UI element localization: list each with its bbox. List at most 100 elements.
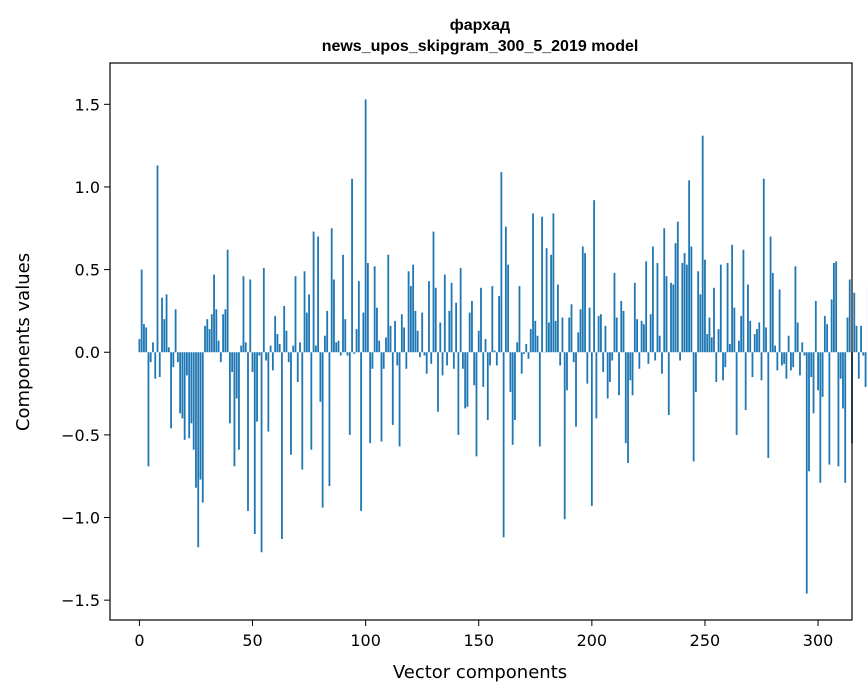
x-axis-label: Vector components: [393, 662, 567, 683]
bar-component-178: [541, 216, 543, 353]
bar-component-38: [224, 309, 227, 353]
bar-component-131: [434, 287, 437, 353]
x-tick-label: 300: [803, 631, 834, 650]
bar-component-125: [421, 312, 424, 353]
bar-component-135: [443, 274, 446, 353]
bar-component-276: [762, 178, 765, 353]
bar-component-227: [652, 246, 654, 353]
bar-component-130: [432, 231, 435, 353]
bar-component-30: [206, 319, 209, 353]
bar-component-263: [733, 307, 736, 353]
bar-component-64: [283, 305, 286, 353]
bar-component-148: [473, 352, 476, 386]
bar-component-190: [568, 317, 571, 353]
bar-component-206: [604, 325, 607, 353]
bar-component-36: [219, 352, 222, 363]
bar-component-222: [640, 320, 643, 353]
bar-component-20: [183, 352, 186, 440]
bar-component-97: [357, 281, 360, 353]
bar-component-305: [828, 352, 831, 465]
bar-component-159: [498, 296, 500, 353]
bar-component-284: [780, 352, 783, 366]
bar-component-176: [536, 335, 539, 353]
bar-component-106: [378, 340, 381, 353]
bar-component-186: [559, 352, 562, 366]
bar-component-261: [728, 343, 731, 353]
bar-component-46: [242, 276, 245, 353]
bar-component-185: [557, 284, 559, 353]
bar-component-124: [419, 352, 421, 358]
bar-component-58: [269, 345, 272, 353]
bar-component-21: [186, 352, 188, 376]
y-tick-label: 1.0: [75, 178, 100, 197]
bar-component-188: [563, 352, 566, 520]
bar-component-27: [199, 352, 202, 480]
bar-component-201: [593, 200, 596, 353]
bar-component-31: [208, 329, 211, 353]
bar-component-180: [545, 248, 548, 353]
bar-component-200: [590, 352, 593, 506]
bar-component-223: [642, 324, 645, 353]
bar-component-12: [165, 294, 168, 353]
bar-component-283: [778, 289, 781, 353]
bar-component-204: [599, 314, 602, 353]
bar-component-9: [158, 352, 161, 378]
bar-component-45: [240, 345, 243, 353]
bar-component-129: [430, 352, 433, 364]
bar-component-236: [672, 284, 675, 353]
bar-component-296: [808, 352, 810, 472]
bar-component-8: [156, 165, 159, 353]
bar-component-229: [656, 262, 659, 353]
bar-component-37: [222, 314, 225, 353]
bar-component-240: [681, 262, 684, 353]
bar-component-47: [244, 342, 247, 353]
bar-component-137: [448, 310, 451, 353]
bar-component-183: [552, 213, 555, 353]
bar-component-266: [740, 315, 743, 353]
bar-component-65: [285, 330, 288, 353]
bar-component-220: [636, 319, 638, 353]
bar-component-300: [817, 352, 819, 391]
bar-component-239: [679, 352, 681, 361]
bar-component-22: [188, 352, 191, 439]
bar-component-182: [550, 254, 553, 353]
bar-component-277: [765, 327, 767, 353]
x-tick-label: 0: [134, 631, 144, 650]
bar-component-258: [722, 352, 724, 381]
bar-component-231: [661, 352, 663, 374]
bar-component-116: [400, 314, 403, 353]
bar-component-50: [251, 352, 254, 373]
bar-component-80: [319, 352, 322, 402]
bar-component-317: [855, 325, 858, 353]
bar-component-61: [276, 334, 279, 353]
bar-component-234: [667, 352, 670, 416]
bar-component-303: [823, 315, 826, 353]
bar-component-245: [692, 352, 695, 462]
bar-component-199: [588, 307, 591, 353]
bar-component-142: [459, 267, 462, 353]
chart-title: фархад: [450, 17, 510, 34]
bar-component-215: [624, 352, 627, 444]
bar-component-138: [450, 282, 453, 353]
bar-component-111: [389, 325, 392, 353]
bar-component-92: [346, 352, 349, 356]
bar-component-84: [328, 352, 331, 487]
bar-component-77: [312, 231, 315, 353]
bar-component-269: [747, 284, 749, 353]
bar-component-13: [167, 347, 170, 353]
bar-component-123: [416, 330, 419, 353]
bar-component-320: [862, 352, 865, 356]
bar-component-32: [210, 314, 213, 353]
bar-component-119: [407, 271, 410, 353]
bar-component-105: [376, 307, 378, 353]
bar-component-272: [753, 334, 756, 353]
bar-component-6: [152, 342, 154, 353]
bar-component-161: [502, 352, 505, 538]
bar-component-57: [267, 352, 270, 432]
bar-component-260: [726, 262, 729, 353]
bar-component-287: [787, 335, 790, 353]
y-tick-label: −0.5: [61, 426, 100, 445]
bar-component-321: [864, 352, 867, 387]
y-tick-label: −1.5: [61, 591, 100, 610]
bar-component-103: [371, 352, 374, 369]
